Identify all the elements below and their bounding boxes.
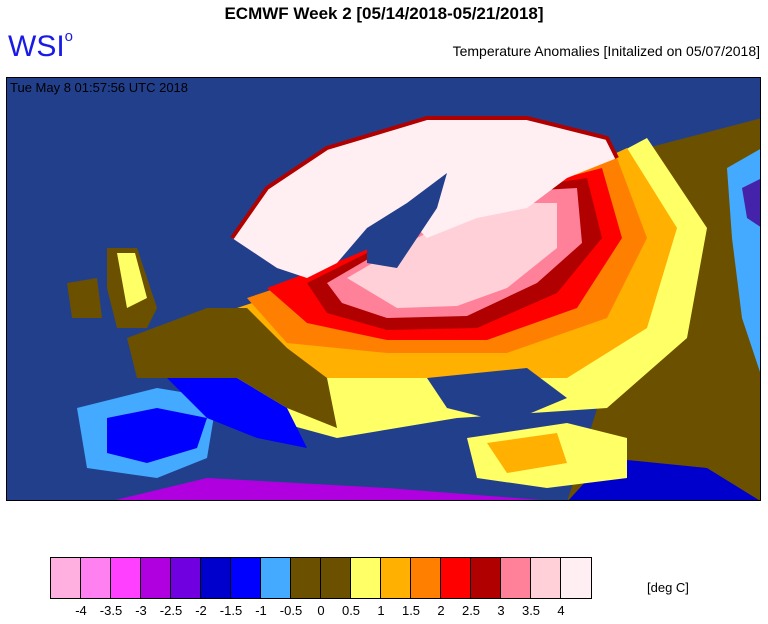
legend-swatch bbox=[51, 558, 81, 598]
legend-swatch bbox=[561, 558, 591, 598]
legend-tick-label: 1 bbox=[377, 603, 385, 618]
map-subtitle: Temperature Anomalies [Initalized on 05/… bbox=[452, 43, 760, 59]
region-east-deepblue bbox=[742, 179, 760, 227]
iberia-blue bbox=[107, 408, 207, 463]
legend-swatch bbox=[351, 558, 381, 598]
run-timestamp: Tue May 8 01:57:56 UTC 2018 bbox=[10, 80, 189, 95]
logo-mark: o bbox=[64, 28, 74, 45]
legend-tick-label: 0.5 bbox=[341, 603, 361, 618]
legend-swatch bbox=[81, 558, 111, 598]
legend-tick-label: 4 bbox=[557, 603, 565, 618]
legend-tick-label: -2 bbox=[195, 603, 207, 618]
legend-swatch bbox=[291, 558, 321, 598]
color-legend bbox=[50, 557, 592, 599]
legend-swatch bbox=[501, 558, 531, 598]
legend-tick-label: 1.5 bbox=[401, 603, 421, 618]
turkey-orange bbox=[487, 433, 567, 473]
legend-swatch bbox=[321, 558, 351, 598]
legend-tick-label: -1.5 bbox=[219, 603, 243, 618]
logo-text: WSI bbox=[8, 30, 65, 63]
legend-tick-label: -2.5 bbox=[159, 603, 183, 618]
legend-tick-label: -0.5 bbox=[279, 603, 303, 618]
legend-swatch bbox=[171, 558, 201, 598]
gb-yellow bbox=[117, 253, 147, 308]
wsi-logo: WSIo bbox=[8, 28, 74, 64]
legend-swatch bbox=[201, 558, 231, 598]
baltic-sea bbox=[367, 173, 447, 268]
legend-swatch bbox=[261, 558, 291, 598]
scandinavia-outline-red bbox=[230, 116, 619, 240]
legend-tick-label: -3 bbox=[135, 603, 147, 618]
band-lightpink bbox=[347, 203, 557, 308]
legend-ticks: -4 -3.5 -3 -2.5 -2 -1.5 -1 -0.5 0 0.5 1 1.5 2 2.5 3 3.5… bbox=[50, 603, 601, 619]
south-purple bbox=[115, 478, 542, 500]
legend-swatch bbox=[471, 558, 501, 598]
med-blue bbox=[167, 378, 307, 448]
legend-tick-label: 3.5 bbox=[521, 603, 541, 618]
legend-tick-label: -4 bbox=[75, 603, 87, 618]
map-title: ECMWF Week 2 [05/14/2018-05/21/2018] bbox=[224, 4, 544, 23]
map-canvas bbox=[7, 78, 760, 500]
legend-tick-label: -1 bbox=[255, 603, 267, 618]
temperature-anomaly-map bbox=[6, 77, 761, 501]
legend-swatch bbox=[411, 558, 441, 598]
ireland bbox=[67, 278, 102, 318]
legend-tick-label: 0 bbox=[317, 603, 325, 618]
legend-tick-label: 2 bbox=[437, 603, 445, 618]
legend-swatch bbox=[111, 558, 141, 598]
legend-swatch bbox=[531, 558, 561, 598]
legend-swatch bbox=[141, 558, 171, 598]
legend-tick-label: 2.5 bbox=[461, 603, 481, 618]
legend-swatch bbox=[441, 558, 471, 598]
black-sea bbox=[427, 368, 567, 423]
legend-units: [deg C] bbox=[647, 580, 689, 595]
legend-swatch bbox=[231, 558, 261, 598]
legend-tick-label: -3.5 bbox=[99, 603, 123, 618]
western-europe bbox=[127, 308, 337, 428]
legend-tick-label: 3 bbox=[497, 603, 505, 618]
legend-swatch bbox=[381, 558, 411, 598]
